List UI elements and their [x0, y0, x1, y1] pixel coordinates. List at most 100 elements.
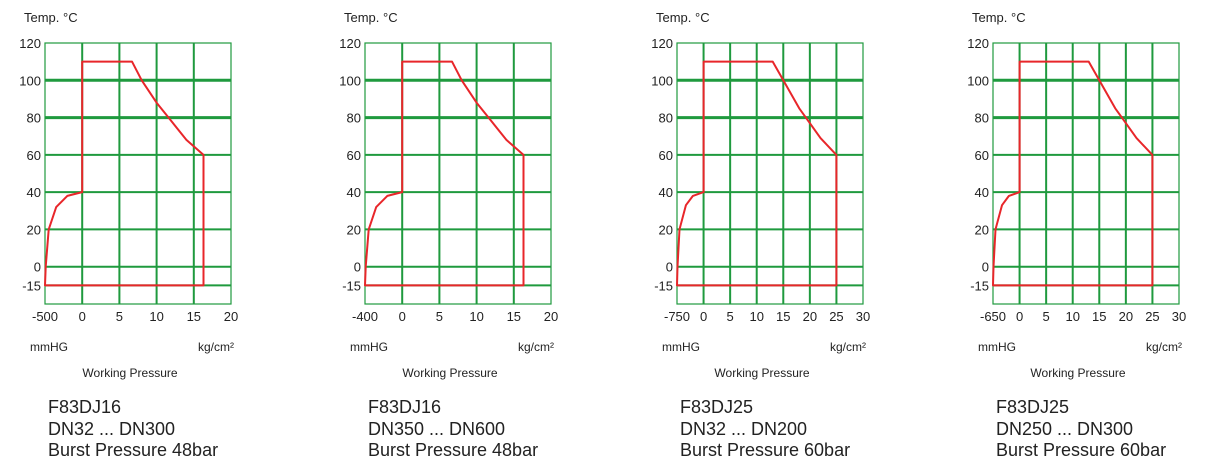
caption-line: F83DJ16 — [48, 397, 122, 417]
plot-frame — [676, 42, 864, 305]
caption-line: Burst Pressure 48bar — [368, 440, 539, 460]
product-caption: F83DJ25 DN250 ... DN300 Burst Pressure 60b… — [996, 397, 1166, 462]
caption-line: F83DJ16 — [368, 397, 442, 417]
x-tick-label: 10 — [749, 309, 763, 324]
x-tick-label: 30 — [856, 309, 870, 324]
operating-envelope-line — [676, 60, 838, 287]
x-tick-label: 25 — [829, 309, 843, 324]
x-tick-label: 20 — [803, 309, 817, 324]
y-tick-label: 120 — [651, 36, 673, 51]
product-caption: F83DJ16 DN32 ... DN300 Burst Pressure 48ba… — [48, 397, 218, 462]
y-tick-label: 80 — [347, 111, 361, 126]
x-tick-label: 10 — [149, 309, 163, 324]
y-axis-title: Temp. °C — [656, 10, 710, 25]
y-tick-label: -15 — [970, 278, 989, 293]
x-tick-label: 10 — [469, 309, 483, 324]
x-tick-label: 0 — [79, 309, 86, 324]
y-tick-label: 0 — [354, 260, 361, 275]
y-tick-label: 20 — [27, 222, 41, 237]
y-tick-label: 80 — [27, 111, 41, 126]
plot-frame — [364, 42, 552, 305]
x-tick-label: 5 — [1043, 309, 1050, 324]
x-tick-label: 20 — [544, 309, 558, 324]
product-caption: F83DJ25 DN32 ... DN200 Burst Pressure 60ba… — [680, 397, 850, 462]
y-tick-label: 100 — [339, 73, 361, 88]
y-tick-label: 40 — [347, 185, 361, 200]
x-tick-label: 0 — [700, 309, 707, 324]
x-tick-label: 25 — [1145, 309, 1159, 324]
x-unit-left: mmHG — [30, 340, 68, 354]
x-unit-left: mmHG — [662, 340, 700, 354]
y-tick-label: 60 — [659, 148, 673, 163]
caption-line: DN32 ... DN200 — [680, 418, 808, 439]
x-axis-title: Working Pressure — [82, 366, 177, 380]
y-axis-title: Temp. °C — [344, 10, 398, 25]
x-unit-left: mmHG — [978, 340, 1016, 354]
y-tick-label: 0 — [982, 260, 989, 275]
x-unit-right: kg/cm² — [830, 340, 866, 354]
y-axis-title: Temp. °C — [972, 10, 1026, 25]
y-tick-label: 0 — [666, 260, 673, 275]
y-tick-label: 60 — [27, 148, 41, 163]
y-tick-label: 80 — [975, 111, 989, 126]
plot-frame — [44, 42, 232, 305]
caption-line: Burst Pressure 48bar — [48, 440, 219, 460]
caption-line: DN250 ... DN300 — [996, 418, 1134, 439]
operating-envelope-line — [44, 60, 205, 287]
x-tick-label: 5 — [116, 309, 123, 324]
x-axis-title: Working Pressure — [714, 366, 809, 380]
caption-line: F83DJ25 — [996, 397, 1070, 417]
chart-svg: 120 100 80 60 40 20 0 -15 -650 0 5 10 15 20 25 30 Temp. … — [967, 10, 1186, 380]
caption-line: DN350 ... DN600 — [368, 418, 506, 439]
chart-panel: 120 100 80 60 40 20 0 -15 -650 0 5 10 15 20 25 30 Temp. … — [948, 0, 1210, 471]
x-tick-label: -650 — [980, 309, 1006, 324]
x-tick-label: 20 — [1119, 309, 1133, 324]
y-tick-label: 80 — [659, 111, 673, 126]
x-unit-right: kg/cm² — [1146, 340, 1182, 354]
plot-frame — [992, 42, 1180, 305]
y-tick-label: 40 — [27, 185, 41, 200]
y-tick-label: 40 — [975, 185, 989, 200]
x-tick-label: -500 — [32, 309, 58, 324]
chart-svg: 120 100 80 60 40 20 0 -15 -750 0 5 10 15 20 25 30 Temp. … — [651, 10, 870, 380]
operating-envelope-line — [992, 60, 1154, 287]
caption-line: Burst Pressure 60bar — [680, 440, 851, 460]
x-tick-label: 15 — [187, 309, 201, 324]
x-tick-label: 10 — [1065, 309, 1079, 324]
y-tick-label: -15 — [342, 278, 361, 293]
x-tick-label: 0 — [399, 309, 406, 324]
caption-line: DN32 ... DN300 — [48, 418, 176, 439]
y-tick-label: 60 — [347, 148, 361, 163]
x-tick-label: 0 — [1016, 309, 1023, 324]
y-tick-label: 120 — [19, 36, 41, 51]
y-tick-label: 120 — [967, 36, 989, 51]
product-caption: F83DJ16 DN350 ... DN600 Burst Pressure 48b… — [368, 397, 538, 462]
y-tick-label: 100 — [19, 73, 41, 88]
y-tick-label: 40 — [659, 185, 673, 200]
x-tick-label: 30 — [1172, 309, 1186, 324]
y-tick-label: 20 — [347, 222, 361, 237]
y-tick-label: 60 — [975, 148, 989, 163]
x-tick-label: 5 — [436, 309, 443, 324]
x-tick-label: 15 — [776, 309, 790, 324]
chart-panel: 120 100 80 60 40 20 0 -15 -400 0 5 10 15 20 Temp. °C mm… — [320, 0, 620, 471]
x-unit-right: kg/cm² — [198, 340, 234, 354]
x-axis-title: Working Pressure — [402, 366, 497, 380]
y-tick-label: 100 — [651, 73, 673, 88]
caption-line: Burst Pressure 60bar — [996, 440, 1167, 460]
x-tick-label: 5 — [727, 309, 734, 324]
x-tick-label: 20 — [224, 309, 238, 324]
x-tick-label: -750 — [664, 309, 690, 324]
x-tick-label: 15 — [1092, 309, 1106, 324]
y-tick-label: -15 — [654, 278, 673, 293]
chart-panel: 120 100 80 60 40 20 0 -15 -750 0 5 10 15 20 25 30 Temp. … — [632, 0, 932, 471]
y-tick-label: -15 — [22, 278, 41, 293]
y-tick-label: 0 — [34, 260, 41, 275]
x-unit-left: mmHG — [350, 340, 388, 354]
x-tick-label: 15 — [507, 309, 521, 324]
y-tick-label: 20 — [659, 222, 673, 237]
x-unit-right: kg/cm² — [518, 340, 554, 354]
y-axis-title: Temp. °C — [24, 10, 78, 25]
y-tick-label: 100 — [967, 73, 989, 88]
caption-line: F83DJ25 — [680, 397, 754, 417]
